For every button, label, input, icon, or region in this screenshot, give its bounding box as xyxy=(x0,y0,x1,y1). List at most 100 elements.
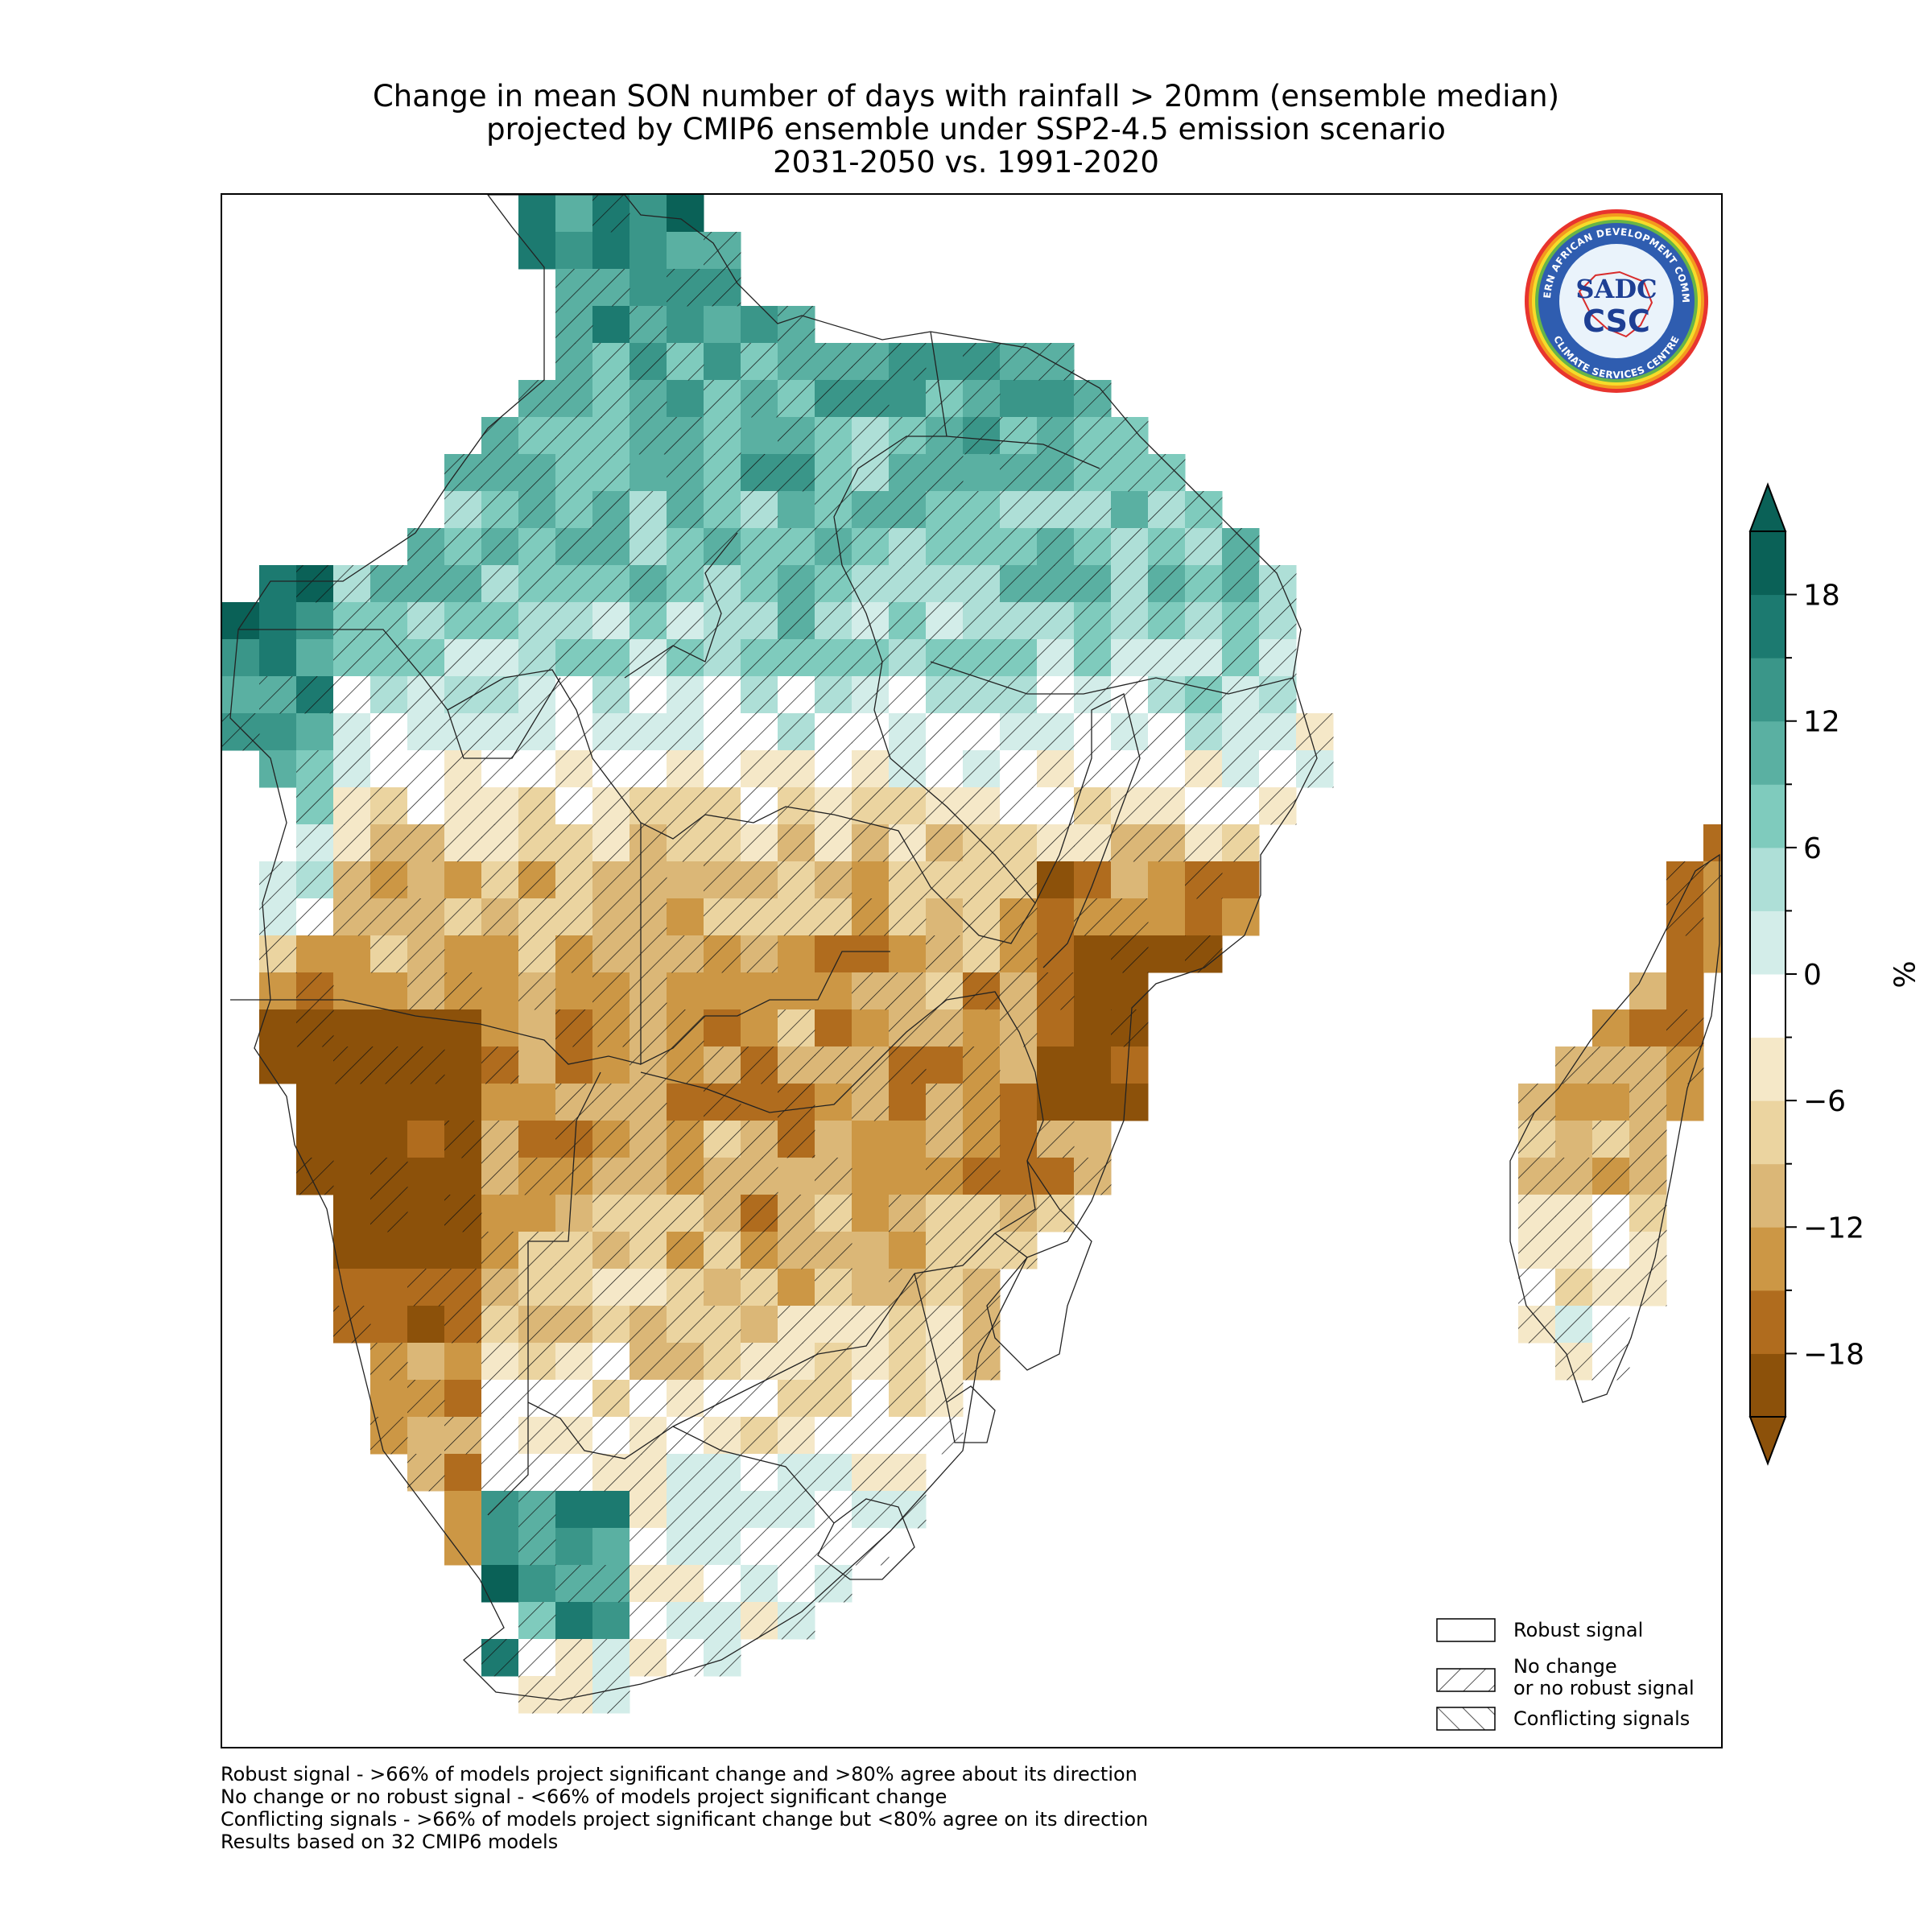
hatch-cell xyxy=(963,528,1001,566)
hatch-cell xyxy=(407,972,445,1010)
hatch-cell xyxy=(1629,1195,1667,1232)
grid-cell xyxy=(296,1046,334,1084)
hatch-cell xyxy=(1555,1158,1593,1195)
hatch-cell xyxy=(889,1454,927,1492)
hatch-cell xyxy=(592,898,630,936)
hatch-cell xyxy=(704,454,741,492)
hatch-cell xyxy=(778,750,815,788)
hatch-cell xyxy=(778,1195,815,1232)
hatch-cell xyxy=(444,787,482,825)
hatch-cell xyxy=(963,1121,1001,1158)
grid-cell xyxy=(333,1084,371,1121)
grid-cell xyxy=(333,935,371,973)
legend-label-no-change-1: No change xyxy=(1513,1655,1617,1678)
hatch-cell xyxy=(815,1195,852,1232)
colorbar-segment xyxy=(1750,1227,1785,1291)
hatch-cell xyxy=(555,417,593,455)
border-angola-drc xyxy=(238,629,706,840)
hatch-cell xyxy=(741,1380,778,1418)
hatch-cell xyxy=(370,565,408,603)
hatch-cell xyxy=(555,491,593,529)
hatch-cell xyxy=(592,454,630,492)
country-borders xyxy=(229,195,1720,1701)
hatch-cell xyxy=(555,824,593,862)
hatch-cell xyxy=(815,1306,852,1344)
hatch-cell xyxy=(667,1306,704,1344)
grid-cell xyxy=(444,1232,482,1269)
hatch-cell xyxy=(444,1269,482,1307)
hatch-cell xyxy=(889,787,927,825)
hatch-cell xyxy=(296,750,334,788)
grid-cell xyxy=(741,417,778,455)
border-southafrica-inner xyxy=(672,1273,947,1524)
hatch-cell xyxy=(778,824,815,862)
hatch-cell xyxy=(926,454,964,492)
hatch-cell xyxy=(481,1639,519,1677)
hatch-cell xyxy=(444,491,482,529)
projection-map xyxy=(222,195,1721,1714)
colorbar-segment xyxy=(1750,1037,1785,1101)
grid-cell xyxy=(444,1528,482,1566)
hatch-cell xyxy=(815,1046,852,1084)
grid-cell xyxy=(667,306,704,344)
hatch-cell xyxy=(852,1528,890,1566)
grid-cell xyxy=(259,1046,297,1084)
hatch-cell xyxy=(630,1528,667,1566)
border-botswana-southafrica xyxy=(527,1273,915,1459)
grid-cell xyxy=(852,1121,890,1158)
hatch-cell xyxy=(889,417,927,455)
hatch-cell xyxy=(1074,1158,1112,1195)
grid-cell xyxy=(370,972,408,1010)
grid-cell xyxy=(1703,935,1721,973)
colorbar-segment xyxy=(1750,1100,1785,1165)
footnote-model-count: Results based on 32 CMIP6 models xyxy=(221,1831,559,1853)
grid-cell xyxy=(481,972,519,1010)
hatch-cell xyxy=(259,898,297,936)
hatch-cell xyxy=(222,713,260,751)
hatch-cell xyxy=(1148,602,1186,640)
grid-cell xyxy=(630,195,667,233)
grid-cell xyxy=(889,1158,927,1195)
hatch-cell xyxy=(778,528,815,566)
hatch-cell xyxy=(815,898,852,936)
hatch-cell xyxy=(333,787,371,825)
hatch-cell xyxy=(1629,1121,1667,1158)
hatch-cell xyxy=(667,528,704,566)
grid-cell xyxy=(592,1491,630,1529)
grid-cell xyxy=(370,1009,408,1047)
hatch-cell xyxy=(1222,676,1260,714)
hatch-cell xyxy=(630,1565,667,1603)
grid-cell xyxy=(741,306,778,344)
hatch-cell xyxy=(592,1454,630,1492)
hatch-cell xyxy=(1148,565,1186,603)
hatch-cell xyxy=(481,1158,519,1195)
hatch-cell xyxy=(481,787,519,825)
hatch-cell xyxy=(592,1158,630,1195)
grid-cell xyxy=(852,1232,890,1269)
hatch-cell xyxy=(630,602,667,640)
grid-cell xyxy=(741,972,778,1010)
hatch-cell xyxy=(630,787,667,825)
hatch-cell xyxy=(667,824,704,862)
grid-cell xyxy=(778,491,815,529)
hatch-cell xyxy=(704,824,741,862)
hatch-cell xyxy=(741,343,778,381)
hatch-cell xyxy=(1185,602,1223,640)
hatch-cell xyxy=(889,528,927,566)
hatch-cell xyxy=(963,676,1001,714)
hatch-cell xyxy=(296,676,334,714)
grid-cell xyxy=(370,1121,408,1158)
grid-cell xyxy=(407,1417,445,1455)
colorbar-segment xyxy=(1750,720,1785,785)
hatch-cell xyxy=(370,787,408,825)
hatch-cell xyxy=(518,1676,556,1714)
grid-cell xyxy=(296,1121,334,1158)
hatch-cell xyxy=(704,1565,741,1603)
hatch-cell xyxy=(1111,787,1149,825)
hatch-cell xyxy=(704,1232,741,1269)
hatch-cell xyxy=(1222,824,1260,862)
hatch-cell xyxy=(667,1195,704,1232)
hatch-cell xyxy=(555,1639,593,1677)
grid-cell xyxy=(1074,1084,1112,1121)
hatch-cell xyxy=(926,380,964,418)
